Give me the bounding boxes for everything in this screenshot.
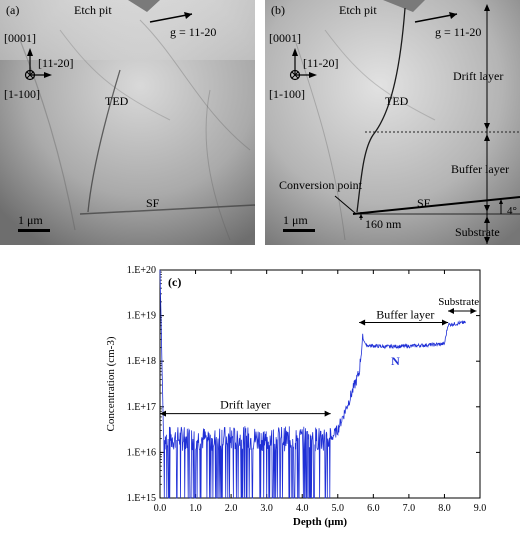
substrate-annotation: Substrate xyxy=(438,296,479,308)
y-axis-label: Concentration (cm-3) xyxy=(105,336,117,431)
direction-0001-label-b: [0001] xyxy=(269,31,301,45)
etch-pit-shape-b xyxy=(383,0,425,12)
x-tick-label: 0.0 xyxy=(154,503,167,514)
panel-label-c: (c) xyxy=(168,275,181,289)
chart-svg: Depth (μm) Concentration (cm-3) (c) 0.0 1.0… xyxy=(105,265,487,528)
tem-image-panel-b: (b) Etch pit g = 11-20 [0001] [11-20] [1… xyxy=(265,0,520,245)
direction-11-20-label-a: [11-20] xyxy=(38,56,74,70)
drift-layer-label-b: Drift layer xyxy=(453,69,504,83)
tem-micrograph-a xyxy=(0,0,255,245)
sf-label-b: SF xyxy=(417,196,431,210)
x-tick-label: 5.0 xyxy=(332,503,345,514)
g-vector-label-a: g = 11-20 xyxy=(170,25,217,39)
x-tick-label: 6.0 xyxy=(367,503,380,514)
tem-micrograph-b xyxy=(265,0,520,245)
x-tick-label: 8.0 xyxy=(438,503,451,514)
panel-label-b: (b) xyxy=(271,3,285,17)
direction-11-20-label-b: [11-20] xyxy=(303,56,339,70)
buffer-layer-annotation: Buffer layer xyxy=(376,307,434,321)
scale-bar-b xyxy=(283,229,315,232)
etch-pit-label-a: Etch pit xyxy=(74,3,112,17)
tem-image-panel-a: (a) Etch pit g = 11-20 [0001] [11-20] [1… xyxy=(0,0,255,245)
drift-layer-annotation: Drift layer xyxy=(220,398,270,412)
x-tick-label: 9.0 xyxy=(474,503,487,514)
conversion-point-label-b: Conversion point xyxy=(279,178,362,192)
etch-pit-label-b: Etch pit xyxy=(339,3,377,17)
sims-depth-profile-chart: Depth (μm) Concentration (cm-3) (c) 0.0 1.0… xyxy=(100,262,520,530)
panel-label-a: (a) xyxy=(6,3,20,17)
substrate-label-b: Substrate xyxy=(455,225,500,239)
substrate-span-arrow-right xyxy=(470,308,477,315)
distance-label-b: 160 nm xyxy=(365,217,402,231)
direction-1-100-label-a: [1-100] xyxy=(4,87,40,101)
into-page-icon-b xyxy=(289,69,301,81)
ted-line-b xyxy=(356,7,406,213)
y-tick-label: 1.E+16 xyxy=(127,447,156,458)
scale-label-a: 1 μm xyxy=(18,213,43,227)
into-page-icon xyxy=(24,69,36,81)
sf-line-b xyxy=(352,196,520,215)
etch-pit-shape xyxy=(128,0,160,12)
scale-bar-a xyxy=(18,229,50,232)
x-tick-label: 1.0 xyxy=(189,503,202,514)
x-tick-label: 2.0 xyxy=(225,503,238,514)
sf-line-a xyxy=(79,204,255,215)
scale-label-b: 1 μm xyxy=(283,213,308,227)
ted-label-b: TED xyxy=(385,94,409,108)
y-tick-label: 1.E+20 xyxy=(127,265,156,276)
drift-layer-span-arrow-left xyxy=(160,410,166,417)
drift-layer-span-arrow-right xyxy=(324,410,331,417)
y-tick-label: 1.E+17 xyxy=(127,402,156,413)
sf-label-a: SF xyxy=(146,196,160,210)
x-axis-label: Depth (μm) xyxy=(293,516,348,528)
ted-label-a: TED xyxy=(105,94,129,108)
x-tick-label: 7.0 xyxy=(403,503,416,514)
buffer-layer-span-arrow-left xyxy=(359,319,366,326)
y-tick-label: 1.E+15 xyxy=(127,493,156,504)
y-tick-label: 1.E+18 xyxy=(127,356,156,367)
angle-label-b: 4° xyxy=(507,205,517,217)
x-tick-label: 3.0 xyxy=(260,503,273,514)
direction-0001-label-a: [0001] xyxy=(4,31,36,45)
buffer-layer-label-b: Buffer layer xyxy=(451,162,510,176)
series-line-n xyxy=(159,269,466,499)
buffer-layer-span-arrow-right xyxy=(442,319,448,326)
x-tick-label: 4.0 xyxy=(296,503,309,514)
g-vector-label-b: g = 11-20 xyxy=(435,25,482,39)
substrate-span-arrow-left xyxy=(448,308,454,315)
ted-line-a xyxy=(87,69,121,213)
direction-1-100-label-b: [1-100] xyxy=(269,87,305,101)
series-label-n: N xyxy=(391,354,400,368)
y-tick-label: 1.E+19 xyxy=(127,311,156,322)
